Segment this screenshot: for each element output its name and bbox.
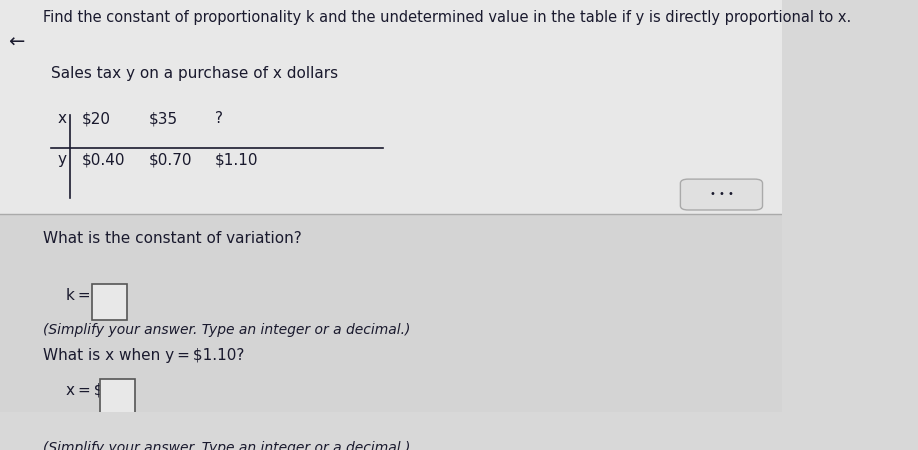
Text: $20: $20 [82,111,111,126]
Text: $0.40: $0.40 [82,153,126,167]
Text: y: y [57,153,66,167]
FancyBboxPatch shape [93,284,128,320]
FancyBboxPatch shape [0,214,782,412]
FancyBboxPatch shape [0,0,782,214]
Text: What is the constant of variation?: What is the constant of variation? [43,230,302,246]
Text: • • •: • • • [710,189,733,199]
FancyBboxPatch shape [100,379,135,415]
Text: Sales tax y on a purchase of x dollars: Sales tax y on a purchase of x dollars [50,66,338,81]
FancyBboxPatch shape [680,179,763,210]
Text: Find the constant of proportionality k and the undetermined value in the table i: Find the constant of proportionality k a… [43,10,851,25]
Text: $1.10: $1.10 [215,153,259,167]
Text: $0.70: $0.70 [149,153,192,167]
Text: k =: k = [66,288,91,303]
Text: $35: $35 [149,111,178,126]
Text: ?: ? [215,111,223,126]
Text: ←: ← [8,33,24,52]
Text: (Simplify your answer. Type an integer or a decimal.): (Simplify your answer. Type an integer o… [43,323,410,337]
Text: x = $: x = $ [66,383,104,398]
Text: x: x [57,111,66,126]
Text: What is x when y = $1.10?: What is x when y = $1.10? [43,348,244,363]
Text: (Simplify your answer. Type an integer or a decimal.): (Simplify your answer. Type an integer o… [43,441,410,450]
